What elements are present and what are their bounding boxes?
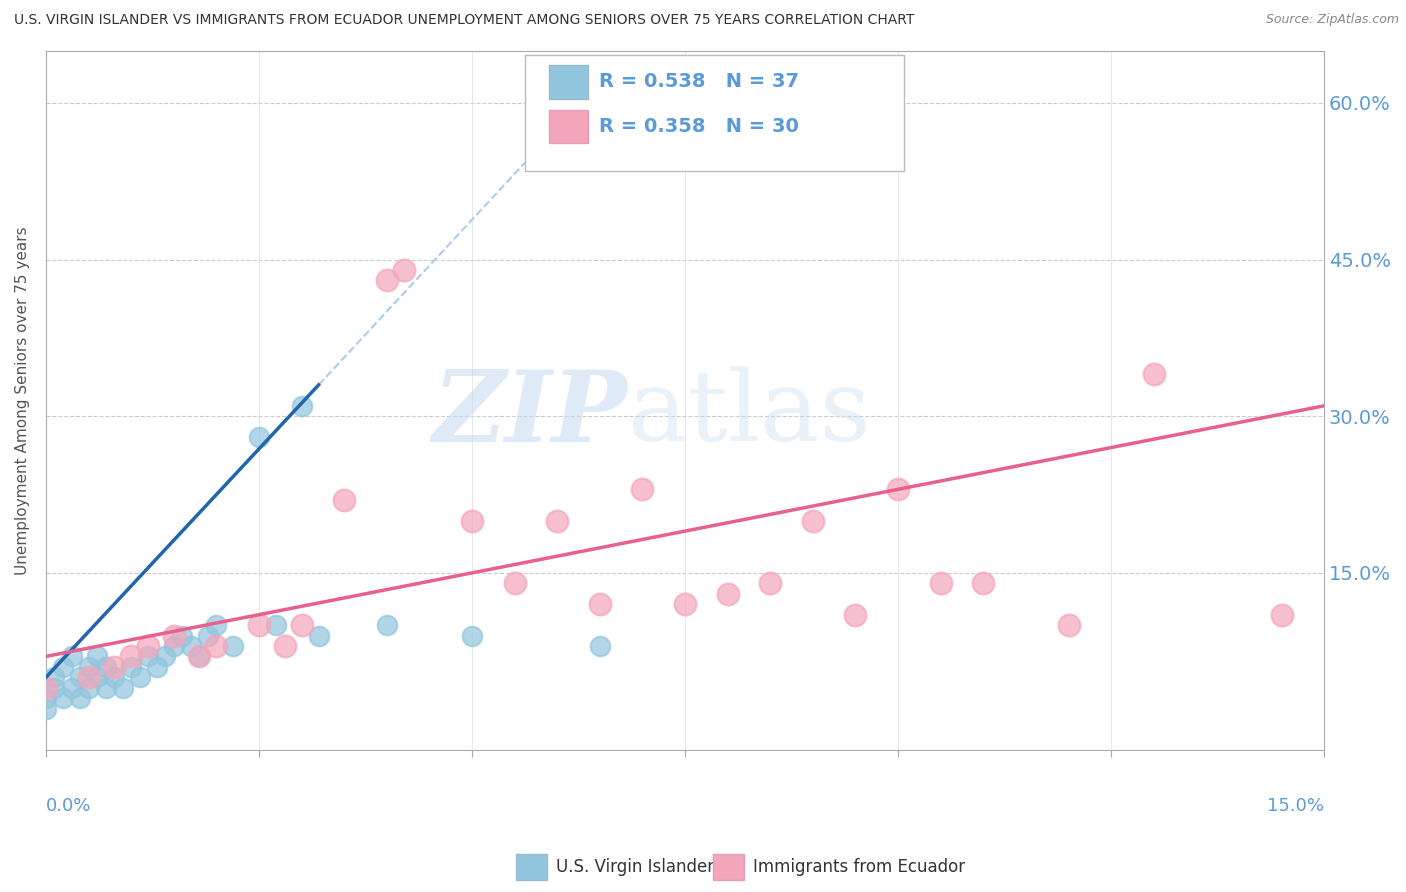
Point (589, 597, 612, 611)
Point (60, 681, 83, 695)
Point (717, 587, 740, 601)
Text: R = 0.538   N = 37: R = 0.538 N = 37 (599, 72, 799, 91)
Point (52, 691, 75, 706)
Point (69, 691, 91, 706)
Point (136, 639, 159, 653)
Point (333, 492, 356, 507)
Point (264, 618, 287, 632)
Point (673, 597, 696, 611)
Point (291, 399, 314, 413)
Point (503, 576, 526, 591)
Text: U.S. Virgin Islanders: U.S. Virgin Islanders (555, 858, 723, 876)
Point (163, 639, 186, 653)
Point (35, 701, 58, 715)
Point (120, 660, 142, 674)
Point (247, 618, 270, 632)
Text: 0.0%: 0.0% (46, 797, 91, 815)
Point (155, 649, 177, 664)
Point (392, 263, 415, 277)
Point (77, 670, 100, 684)
Point (1057, 618, 1080, 632)
Text: Immigrants from Ecuador: Immigrants from Ecuador (752, 858, 965, 876)
Point (801, 514, 824, 528)
Point (546, 514, 568, 528)
Point (172, 628, 194, 642)
Y-axis label: Unemployment Among Seniors over 75 years: Unemployment Among Seniors over 75 years (15, 227, 30, 574)
Point (120, 649, 142, 664)
Point (222, 639, 245, 653)
Point (103, 660, 125, 674)
Point (188, 649, 211, 664)
Point (77, 681, 100, 695)
Point (759, 576, 782, 591)
Point (86, 670, 108, 684)
Point (1143, 368, 1166, 382)
Point (929, 576, 952, 591)
Point (94, 681, 117, 695)
Point (44, 670, 66, 684)
Point (35, 681, 58, 695)
Point (35, 691, 58, 706)
Point (631, 483, 654, 497)
Text: R = 0.358   N = 30: R = 0.358 N = 30 (599, 117, 799, 136)
Text: atlas: atlas (627, 367, 870, 462)
Point (111, 681, 134, 695)
Point (180, 639, 202, 653)
Text: U.S. VIRGIN ISLANDER VS IMMIGRANTS FROM ECUADOR UNEMPLOYMENT AMONG SENIORS OVER : U.S. VIRGIN ISLANDER VS IMMIGRANTS FROM … (14, 13, 914, 28)
Point (77, 660, 100, 674)
Point (205, 618, 228, 632)
Point (273, 639, 295, 653)
Point (188, 649, 211, 664)
Point (308, 628, 330, 642)
Point (375, 618, 398, 632)
Point (145, 660, 167, 674)
Point (69, 670, 91, 684)
Point (94, 660, 117, 674)
Text: Source: ZipAtlas.com: Source: ZipAtlas.com (1265, 13, 1399, 27)
Point (589, 639, 612, 653)
Point (461, 514, 484, 528)
Point (128, 670, 150, 684)
Point (887, 483, 910, 497)
Point (972, 576, 994, 591)
Point (103, 670, 125, 684)
Point (60, 649, 83, 664)
Point (844, 607, 866, 622)
Point (247, 430, 270, 444)
Point (1270, 607, 1292, 622)
Point (291, 618, 314, 632)
Point (461, 628, 484, 642)
Point (163, 628, 186, 642)
Point (86, 649, 108, 664)
Text: ZIP: ZIP (433, 367, 627, 463)
Point (44, 681, 66, 695)
Text: 15.0%: 15.0% (1267, 797, 1324, 815)
Point (136, 649, 159, 664)
Point (375, 273, 398, 287)
Point (52, 660, 75, 674)
Point (197, 628, 219, 642)
Point (205, 639, 228, 653)
